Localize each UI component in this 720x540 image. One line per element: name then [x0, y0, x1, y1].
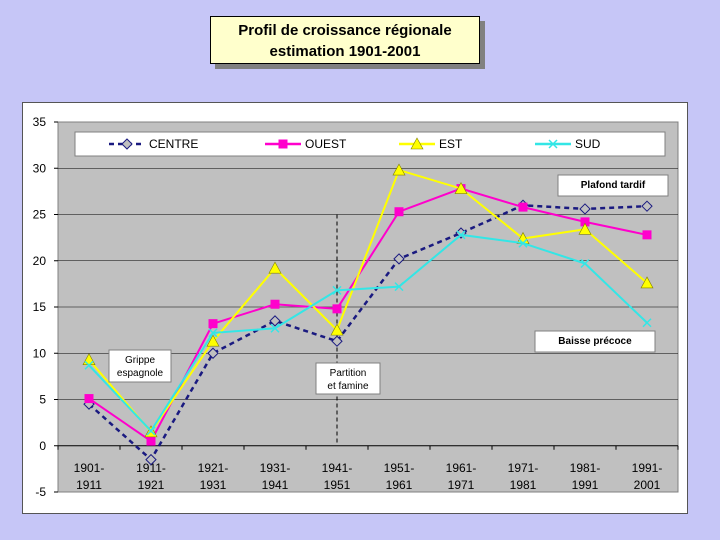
data-point-sud — [518, 238, 528, 248]
data-point-centre — [207, 347, 219, 359]
annotation-baisse-text: Baisse précoce — [558, 336, 632, 347]
annotation-partition-text: Partition — [330, 368, 367, 379]
data-point-est — [640, 276, 654, 289]
data-point-sud — [270, 323, 280, 333]
annotation-grippe-box — [108, 349, 172, 383]
x-tick-label: 1971-1981 — [508, 461, 539, 492]
data-point-est — [268, 261, 282, 274]
annotation-partition-box — [315, 362, 381, 395]
data-point-est — [454, 181, 468, 194]
data-point-sud — [456, 230, 466, 240]
series-line-sud — [88, 233, 648, 433]
marker-stroke — [394, 282, 404, 292]
data-point-centre — [331, 335, 343, 347]
marker-stroke — [270, 323, 280, 333]
annotation-plafond-text: Plafond tardif — [581, 180, 646, 191]
marker-stroke — [518, 238, 528, 248]
data-point-sud — [146, 426, 156, 436]
chart-title: Profil de croissance régionale estimatio… — [210, 16, 480, 64]
marker-stroke — [208, 328, 218, 338]
data-point-centre — [641, 200, 653, 212]
data-point-sud — [208, 328, 218, 338]
marker-stroke — [456, 230, 466, 240]
data-point-ouest — [518, 202, 528, 212]
marker-stroke — [146, 426, 156, 436]
data-point-ouest — [146, 436, 156, 446]
annotation-plafond: Plafond tardif — [557, 174, 669, 197]
chart-title-line2: estimation 1901-2001 — [269, 43, 421, 60]
annotation-baisse: Baisse précoce — [534, 330, 656, 353]
data-point-ouest — [394, 207, 404, 217]
y-tick-label: 10 — [33, 346, 47, 360]
data-point-centre — [145, 453, 157, 466]
marker-stroke — [332, 285, 342, 295]
data-point-est — [578, 222, 592, 235]
x-tick-label: 1911-1921 — [136, 461, 166, 492]
marker-stroke — [580, 258, 590, 269]
marker-stroke — [548, 139, 558, 149]
legend-label-sud: SUD — [575, 137, 601, 151]
annotation-baisse-box — [534, 330, 656, 353]
annotation-plafond-box — [557, 174, 669, 197]
line-chart: 35 30 25 20 15 10 5 0 -5 1901-1911 1911-1921 1921-1… — [33, 115, 679, 499]
data-point-est — [392, 163, 406, 176]
legend-marker-centre — [121, 138, 133, 150]
x-tick-label: 1951-1961 — [384, 461, 415, 492]
data-point-ouest — [84, 394, 94, 404]
data-point-ouest — [270, 299, 280, 309]
legend-label-est: EST — [439, 137, 463, 151]
data-point-sud — [580, 258, 590, 269]
data-point-centre — [269, 315, 281, 327]
data-point-sud — [84, 360, 94, 370]
legend-label-ouest: OUEST — [305, 137, 347, 151]
x-tick-label: 1931-1941 — [260, 461, 291, 492]
legend-marker-sud — [548, 139, 558, 149]
x-tick-label: 1981-1991 — [570, 461, 601, 492]
y-tick-label: 0 — [39, 439, 46, 453]
y-tick-label: -5 — [35, 485, 46, 499]
annotation-partition: Partition et famine — [315, 362, 381, 395]
y-tick-label: 5 — [39, 393, 46, 407]
y-tick-label: 20 — [33, 254, 47, 268]
data-point-sud — [394, 282, 404, 292]
legend-marker-ouest — [278, 139, 288, 149]
data-point-centre — [579, 203, 591, 215]
chart-frame: 35 30 25 20 15 10 5 0 -5 1901-1911 1911-1921 1921-1… — [22, 102, 688, 514]
data-point-sud — [332, 285, 342, 295]
data-point-ouest — [208, 319, 218, 329]
series-line-centre — [88, 203, 648, 462]
annotation-partition-text: et famine — [327, 381, 369, 392]
x-tick-label: 1901-1911 — [74, 461, 105, 492]
marker-stroke — [642, 318, 652, 328]
data-point-ouest — [580, 217, 590, 227]
annotation-grippe: Grippe espagnole — [108, 349, 172, 383]
data-point-ouest — [332, 304, 342, 314]
y-tick-label: 35 — [33, 115, 47, 129]
legend-marker-est — [410, 137, 424, 150]
data-point-est — [206, 334, 220, 347]
series-line-est — [88, 168, 648, 434]
legend-label-centre: CENTRE — [149, 137, 198, 151]
annotation-grippe-text: espagnole — [117, 368, 164, 379]
y-tick-label: 30 — [33, 161, 47, 175]
chart-title-line1: Profil de croissance régionale — [238, 22, 452, 39]
data-point-ouest — [642, 230, 652, 240]
marker-stroke — [84, 360, 94, 370]
x-tick-label: 1961-1971 — [446, 461, 477, 492]
annotation-grippe-text: Grippe — [125, 355, 155, 366]
data-point-centre — [393, 253, 405, 265]
x-tick-label: 1941-1951 — [322, 461, 353, 492]
x-tick-label: 1921-1931 — [198, 461, 229, 492]
x-tick-label: 1991-2001 — [632, 461, 663, 492]
data-point-est — [330, 323, 344, 336]
data-point-sud — [642, 318, 652, 328]
y-tick-label: 25 — [33, 208, 47, 222]
y-tick-label: 15 — [33, 300, 47, 314]
